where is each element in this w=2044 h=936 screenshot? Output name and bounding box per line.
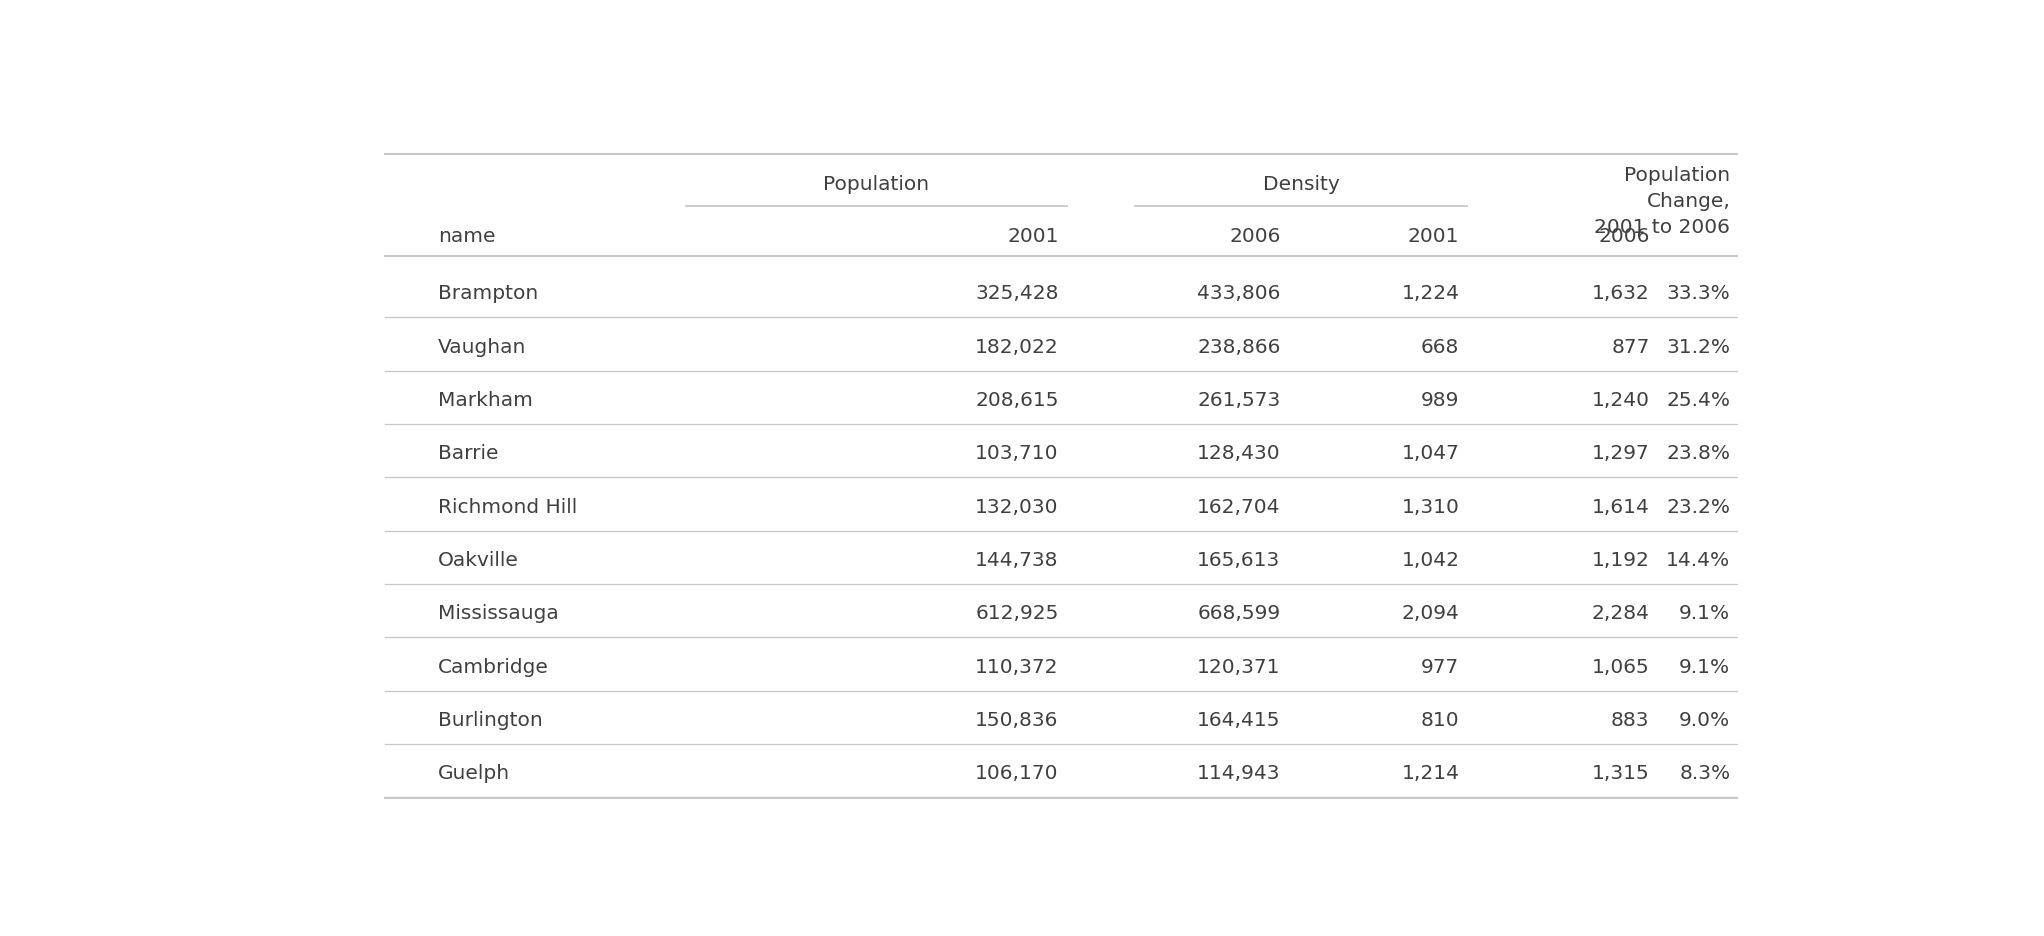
Text: Guelph: Guelph bbox=[437, 765, 509, 783]
Text: 132,030: 132,030 bbox=[975, 498, 1059, 517]
Text: 1,065: 1,065 bbox=[1592, 658, 1650, 677]
Text: 977: 977 bbox=[1421, 658, 1459, 677]
Text: Oakville: Oakville bbox=[437, 551, 519, 570]
Text: 165,613: 165,613 bbox=[1198, 551, 1280, 570]
Text: 810: 810 bbox=[1421, 711, 1459, 730]
Text: 162,704: 162,704 bbox=[1198, 498, 1280, 517]
Text: 31.2%: 31.2% bbox=[1666, 338, 1731, 357]
Text: 1,315: 1,315 bbox=[1592, 765, 1650, 783]
Text: Markham: Markham bbox=[437, 391, 533, 410]
Text: 103,710: 103,710 bbox=[975, 445, 1059, 463]
Text: 668,599: 668,599 bbox=[1198, 605, 1280, 623]
Text: 2,094: 2,094 bbox=[1402, 605, 1459, 623]
Text: 25.4%: 25.4% bbox=[1666, 391, 1731, 410]
Text: 9.1%: 9.1% bbox=[1680, 605, 1731, 623]
Text: 33.3%: 33.3% bbox=[1666, 285, 1731, 303]
Text: 182,022: 182,022 bbox=[975, 338, 1059, 357]
Text: 612,925: 612,925 bbox=[975, 605, 1059, 623]
Text: Barrie: Barrie bbox=[437, 445, 499, 463]
Text: Brampton: Brampton bbox=[437, 285, 538, 303]
Text: Burlington: Burlington bbox=[437, 711, 542, 730]
Text: 1,614: 1,614 bbox=[1592, 498, 1650, 517]
Text: 1,224: 1,224 bbox=[1402, 285, 1459, 303]
Text: 1,310: 1,310 bbox=[1402, 498, 1459, 517]
Text: Richmond Hill: Richmond Hill bbox=[437, 498, 576, 517]
Text: 433,806: 433,806 bbox=[1198, 285, 1280, 303]
Text: 989: 989 bbox=[1421, 391, 1459, 410]
Text: 2,284: 2,284 bbox=[1592, 605, 1650, 623]
Text: 2006: 2006 bbox=[1598, 227, 1650, 246]
Text: 106,170: 106,170 bbox=[975, 765, 1059, 783]
Text: 1,297: 1,297 bbox=[1592, 445, 1650, 463]
Text: 877: 877 bbox=[1611, 338, 1650, 357]
Text: 23.2%: 23.2% bbox=[1666, 498, 1731, 517]
Text: 2001: 2001 bbox=[1408, 227, 1459, 246]
Text: Population
Change,
2001 to 2006: Population Change, 2001 to 2006 bbox=[1594, 167, 1731, 237]
Text: 668: 668 bbox=[1421, 338, 1459, 357]
Text: 883: 883 bbox=[1611, 711, 1650, 730]
Text: 1,047: 1,047 bbox=[1402, 445, 1459, 463]
Text: 1,042: 1,042 bbox=[1402, 551, 1459, 570]
Text: Density: Density bbox=[1263, 175, 1339, 194]
Text: 2006: 2006 bbox=[1228, 227, 1280, 246]
Text: 1,240: 1,240 bbox=[1592, 391, 1650, 410]
Text: 150,836: 150,836 bbox=[975, 711, 1059, 730]
Text: 261,573: 261,573 bbox=[1198, 391, 1280, 410]
Text: 9.1%: 9.1% bbox=[1680, 658, 1731, 677]
Text: 1,214: 1,214 bbox=[1402, 765, 1459, 783]
Text: Cambridge: Cambridge bbox=[437, 658, 548, 677]
Text: 1,632: 1,632 bbox=[1592, 285, 1650, 303]
Text: 110,372: 110,372 bbox=[975, 658, 1059, 677]
Text: Vaughan: Vaughan bbox=[437, 338, 525, 357]
Text: 8.3%: 8.3% bbox=[1680, 765, 1731, 783]
Text: 208,615: 208,615 bbox=[975, 391, 1059, 410]
Text: 144,738: 144,738 bbox=[975, 551, 1059, 570]
Text: 114,943: 114,943 bbox=[1198, 765, 1280, 783]
Text: 14.4%: 14.4% bbox=[1666, 551, 1731, 570]
Text: 9.0%: 9.0% bbox=[1680, 711, 1731, 730]
Text: Population: Population bbox=[824, 175, 930, 194]
Text: 238,866: 238,866 bbox=[1198, 338, 1280, 357]
Text: 120,371: 120,371 bbox=[1198, 658, 1280, 677]
Text: 23.8%: 23.8% bbox=[1666, 445, 1731, 463]
Text: 128,430: 128,430 bbox=[1198, 445, 1280, 463]
Text: 164,415: 164,415 bbox=[1198, 711, 1280, 730]
Text: 1,192: 1,192 bbox=[1592, 551, 1650, 570]
Text: Mississauga: Mississauga bbox=[437, 605, 558, 623]
Text: name: name bbox=[437, 227, 495, 246]
Text: 325,428: 325,428 bbox=[975, 285, 1059, 303]
Text: 2001: 2001 bbox=[1008, 227, 1059, 246]
